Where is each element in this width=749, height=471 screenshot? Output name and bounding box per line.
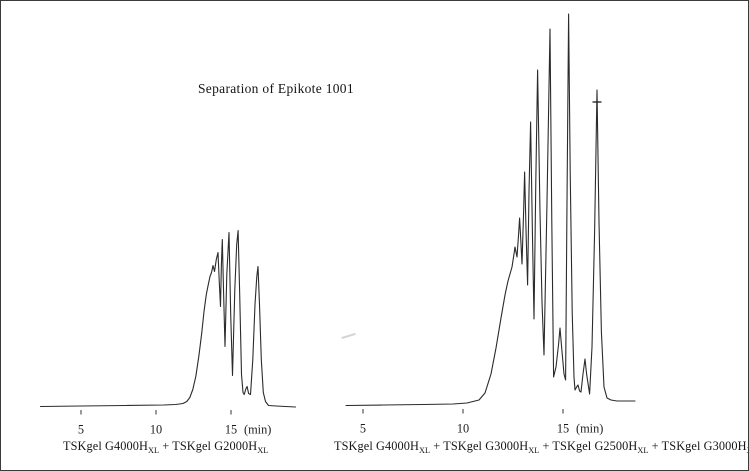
caption-text: + TSKgel G3000H <box>430 439 529 453</box>
axis-tick-label: 10 <box>150 423 162 437</box>
caption-text: TSKgel G4000H <box>63 439 148 453</box>
axis-unit-label: (min) <box>576 422 603 436</box>
axis-tick-label: 10 <box>457 422 469 436</box>
right-column-set-caption: TSKgel G4000HXL + TSKgel G3000HXL + TSKg… <box>334 439 748 455</box>
left-column-set-caption: TSKgel G4000HXL + TSKgel G2000HXL <box>63 439 269 455</box>
subscript-xl: XL <box>257 445 269 455</box>
caption-text: + TSKgel G3000H <box>648 439 747 453</box>
subscript-xl: XL <box>747 446 748 455</box>
figure-title: Separation of Epikote 1001 <box>198 81 354 96</box>
caption-text: + TSKgel G2000H <box>159 439 258 453</box>
axis-tick-label: 5 <box>360 422 366 436</box>
subscript-xl: XL <box>147 445 160 455</box>
subscript-xl: XL <box>418 445 431 455</box>
axis-tick-label: 15 <box>557 422 569 436</box>
axis-tick-label: 15 <box>225 423 237 437</box>
caption-text: TSKgel G4000H <box>334 439 419 453</box>
axis-unit-label: (min) <box>244 423 271 437</box>
left-chromatogram-trace <box>39 229 297 408</box>
subscript-xl: XL <box>528 445 540 455</box>
axis-tick-label: 5 <box>78 423 84 437</box>
caption-text: + TSKgel G2500H <box>539 439 638 453</box>
right-chromatogram-trace <box>345 13 636 407</box>
subscript-xl: XL <box>637 445 649 455</box>
